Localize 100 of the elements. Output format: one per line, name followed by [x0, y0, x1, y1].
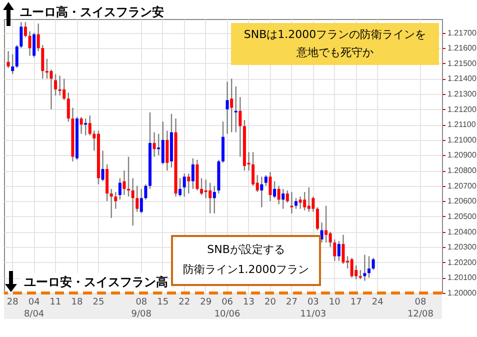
- candlestick: [200, 178, 204, 196]
- candlestick: [342, 234, 345, 265]
- candlestick: [350, 257, 354, 278]
- candlestick: [187, 173, 190, 194]
- y-tick-label: 1.20000: [448, 288, 477, 298]
- ref-line-label: SNBが設定する防衛ライン1.2000フラン: [182, 243, 310, 276]
- x-tick-label: 22: [178, 298, 190, 308]
- candlestick: [238, 96, 242, 158]
- candlestick: [363, 254, 366, 282]
- candlestick: [368, 256, 370, 278]
- y-tick-label: 1.20400: [448, 227, 477, 236]
- candlestick: [290, 191, 294, 214]
- candlestick: [282, 188, 285, 210]
- x-tick-label: 04 8/04: [24, 298, 44, 320]
- candlestick: [328, 231, 332, 248]
- candlestick: [6, 50, 10, 69]
- x-tick-label: 10: [328, 298, 341, 308]
- x-tick-label: 15: [157, 298, 169, 308]
- candlestick: [226, 81, 229, 134]
- candlestick: [294, 197, 298, 210]
- annotation: ユーロ安・スイスフラン高: [24, 275, 168, 289]
- candlestick: [316, 206, 319, 231]
- x-tick-label: 24: [372, 298, 384, 308]
- candlestick: [84, 118, 88, 136]
- candlestick: [24, 21, 27, 38]
- y-tick-label: 1.20200: [448, 258, 477, 267]
- x-tick-label: 18: [71, 298, 83, 308]
- y-tick-label: 1.21500: [448, 58, 477, 68]
- candlestick: [20, 21, 23, 49]
- candlestick: [140, 188, 143, 214]
- x-tick-label: 28: [6, 298, 19, 308]
- candlestick: [260, 176, 264, 208]
- candlestick: [312, 196, 315, 212]
- candlestick: [337, 240, 340, 262]
- candlestick: [307, 186, 310, 212]
- candlestick: [303, 191, 306, 211]
- candlestick: [15, 44, 18, 69]
- y-tick-label: 1.21100: [448, 120, 476, 130]
- candlestick: [286, 190, 289, 204]
- candlestick: [54, 74, 58, 96]
- candlestick: [178, 178, 182, 198]
- text: SNBは1.2000フランの防衛ラインを意地でも死守か: [244, 28, 426, 59]
- candlestick: [127, 156, 130, 198]
- x-tick-label: 08 12/08: [408, 298, 434, 320]
- candlestick: [212, 185, 216, 214]
- candlestick: [50, 68, 53, 110]
- candlestick: [144, 184, 148, 200]
- candlestick: [110, 188, 113, 219]
- candlestick: [277, 185, 280, 205]
- candlestick: [41, 44, 44, 80]
- x-tick-label: 29: [200, 298, 212, 308]
- candlestick: [45, 58, 48, 80]
- candlestick: [88, 114, 92, 136]
- candlestick: [268, 171, 272, 202]
- x-tick-label: 20: [264, 298, 276, 308]
- y-tick-label: 1.20600: [448, 196, 477, 206]
- x-tick-label: 27: [286, 298, 298, 308]
- x-tick-label: 11: [50, 298, 62, 308]
- candlestick: [320, 222, 324, 244]
- candlestick: [234, 86, 238, 133]
- candlestick: [182, 173, 186, 198]
- candlestick: [372, 257, 375, 271]
- y-tick-label: 1.20300: [448, 242, 477, 252]
- y-tick-label: 1.20500: [448, 212, 477, 221]
- y-tick-label: 1.21200: [448, 104, 477, 114]
- y-tick-label: 1.20100: [448, 273, 477, 282]
- x-tick-label: 13: [243, 298, 254, 308]
- x-tick-label: 17: [350, 298, 362, 308]
- y-tick-label: 1.21000: [448, 135, 477, 144]
- y-tick-label: 1.21600: [448, 44, 477, 53]
- candlestick: [32, 32, 36, 58]
- text: ユーロ高・スイスフラン安: [20, 5, 164, 19]
- candlestick: [122, 170, 126, 196]
- candlestick: [66, 92, 70, 122]
- candlestick: [136, 185, 139, 212]
- candlestick: [191, 158, 194, 190]
- y-tick-label: 1.20900: [448, 150, 477, 160]
- candlestick: [161, 120, 164, 166]
- candlestick: [208, 182, 212, 214]
- candlestick: [101, 150, 104, 182]
- candlestick: [230, 78, 234, 133]
- x-tick-label: 06 10/06: [214, 298, 241, 320]
- y-tick-label: 1.20800: [448, 166, 477, 176]
- candlestick: [80, 116, 83, 134]
- candlestick: [273, 180, 276, 199]
- candlestick: [324, 205, 328, 244]
- candlestick: [252, 152, 255, 186]
- candlestick: [131, 178, 134, 226]
- y-tick-label: 1.21400: [448, 74, 477, 84]
- candlestick: [58, 75, 62, 96]
- y-tick-label: 1.20700: [448, 181, 477, 190]
- x-tick-label: 03 11/03: [300, 298, 326, 320]
- candlestick: [333, 238, 336, 262]
- x-tick-label: 08 9/08: [131, 298, 152, 320]
- candlestick: [152, 132, 156, 158]
- x-tick-label: 25: [92, 298, 104, 308]
- candlestick: [28, 30, 32, 56]
- candlestick: [62, 78, 66, 101]
- y-tick-label: 1.21300: [448, 90, 477, 99]
- candlestick: [36, 22, 40, 52]
